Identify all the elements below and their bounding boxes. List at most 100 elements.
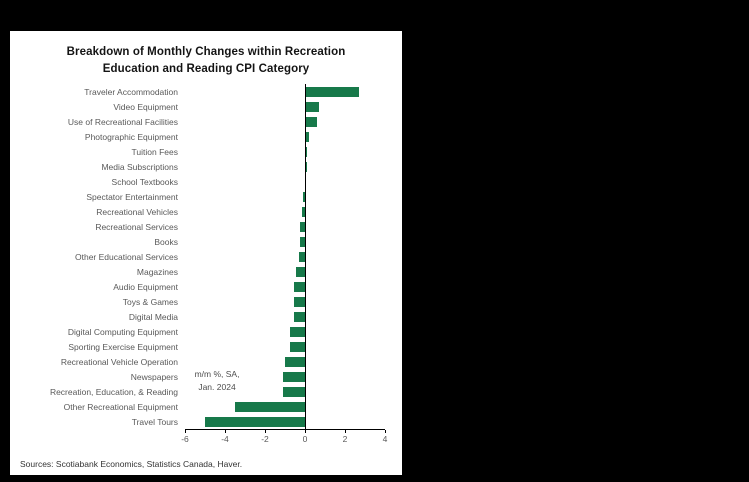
bar-zone <box>185 204 385 219</box>
category-label: Recreational Services <box>95 221 178 232</box>
bar <box>302 206 305 217</box>
category-label: Recreational Vehicles <box>96 206 178 217</box>
recreation-cpi-chart-panel: Breakdown of Monthly Changes within Recr… <box>10 31 402 475</box>
bar <box>294 281 305 292</box>
x-axis: -6 -4 -2 0 2 4 <box>181 429 388 449</box>
chart-title-line1: Breakdown of Monthly Changes within Recr… <box>66 46 346 58</box>
category-label: Recreation, Education, & Reading <box>49 386 178 397</box>
bar <box>296 266 305 277</box>
bar <box>283 371 305 382</box>
x-axis-tick <box>385 430 386 434</box>
bar-zone <box>185 99 385 114</box>
chart-annotation: m/m %, SA, Jan. 2024 <box>187 368 247 394</box>
bar <box>305 131 309 142</box>
category-label: Audio Equipment <box>113 281 178 292</box>
bar <box>303 191 305 202</box>
x-axis-tick <box>225 430 226 434</box>
x-axis-tick-label: -6 <box>181 434 189 445</box>
bar-row: Recreational Services <box>10 219 402 234</box>
x-axis-tick <box>265 430 266 434</box>
bar-row: Traveler Accommodation <box>10 84 402 99</box>
bar-zone <box>185 114 385 129</box>
bar-rows: Traveler Accommodation Video Equipment Use… <box>10 84 402 429</box>
bar-row: Recreational Vehicle Operation <box>10 354 402 369</box>
bar <box>290 341 305 352</box>
bar-zone <box>185 414 385 429</box>
category-label: Spectator Entertainment <box>86 191 178 202</box>
bar-row: Recreational Vehicles <box>10 204 402 219</box>
sources-note: Sources: Scotiabank Economics, Statistic… <box>20 459 243 469</box>
category-label: Use of Recreational Facilities <box>67 116 178 127</box>
bar-row: Photographic Equipment <box>10 129 402 144</box>
bar-row: Audio Equipment <box>10 279 402 294</box>
bar <box>283 386 305 397</box>
bar <box>294 296 305 307</box>
category-label: Newspapers <box>130 371 178 382</box>
bar <box>299 251 305 262</box>
bar-row: Other Recreational Equipment <box>10 399 402 414</box>
bar-zone <box>185 159 385 174</box>
bar-zone <box>185 309 385 324</box>
bar <box>235 401 305 412</box>
x-axis-tick-label: 4 <box>382 434 388 445</box>
chart-title-line2: Education and Reading CPI Category <box>102 62 310 75</box>
bar-zone <box>185 84 385 99</box>
category-label: Magazines <box>136 266 178 277</box>
bar-row: Travel Tours <box>10 414 402 429</box>
bar-row: Magazines <box>10 264 402 279</box>
bar-row: Books <box>10 234 402 249</box>
category-label: Other Educational Services <box>75 251 178 262</box>
chart-body: Traveler Accommodation Video Equipment Use… <box>10 84 402 450</box>
category-label: Travel Tours <box>131 416 178 427</box>
bar <box>305 86 359 97</box>
bar <box>305 116 317 127</box>
category-label: Recreational Vehicle Operation <box>60 356 178 367</box>
annotation-line1: m/m %, SA, <box>194 369 240 380</box>
category-label: School Textbooks <box>111 176 178 187</box>
category-label: Toys & Games <box>122 296 178 307</box>
bar-row: Toys & Games <box>10 294 402 309</box>
category-label: Sporting Exercise Equipment <box>68 341 178 352</box>
bar <box>305 146 307 157</box>
x-axis-tick <box>185 430 186 434</box>
category-label: Tuition Fees <box>131 146 178 157</box>
category-label: Photographic Equipment <box>84 131 178 142</box>
bar-row: Use of Recreational Facilities <box>10 114 402 129</box>
bar-zone <box>185 234 385 249</box>
bar-row: Newspapers <box>10 369 402 384</box>
bar <box>294 311 305 322</box>
bar-zone <box>185 354 385 369</box>
category-label: Traveler Accommodation <box>84 86 178 97</box>
bar-zone <box>185 129 385 144</box>
bar <box>285 356 305 367</box>
category-label: Digital Media <box>128 311 178 322</box>
bar-row: Media Subscriptions <box>10 159 402 174</box>
bar <box>300 221 305 232</box>
bar <box>305 101 319 112</box>
bar-zone <box>185 264 385 279</box>
bar-row: Spectator Entertainment <box>10 189 402 204</box>
bar-row: Digital Computing Equipment <box>10 324 402 339</box>
bar-row: Recreation, Education, & Reading <box>10 384 402 399</box>
bar-zone <box>185 399 385 414</box>
x-axis-tick-label: 2 <box>342 434 348 445</box>
bar-zone <box>185 339 385 354</box>
bar-zone <box>185 219 385 234</box>
category-label: Other Recreational Equipment <box>63 401 178 412</box>
bar-row: Tuition Fees <box>10 144 402 159</box>
bar-row: School Textbooks <box>10 174 402 189</box>
bar-zone <box>185 384 385 399</box>
x-axis-tick <box>305 430 306 434</box>
bar-row: Sporting Exercise Equipment <box>10 339 402 354</box>
category-label: Books <box>154 236 178 247</box>
bar <box>300 236 305 247</box>
x-axis-tick-label: -2 <box>261 434 269 445</box>
x-axis-tick-label: 0 <box>302 434 308 445</box>
bar-zone <box>185 174 385 189</box>
bar-zone <box>185 369 385 384</box>
annotation-line2: Jan. 2024 <box>198 382 236 393</box>
x-axis-tick-label: -4 <box>221 434 229 445</box>
bar-zone <box>185 294 385 309</box>
chart-title: Breakdown of Monthly Changes within Recr… <box>10 44 402 77</box>
